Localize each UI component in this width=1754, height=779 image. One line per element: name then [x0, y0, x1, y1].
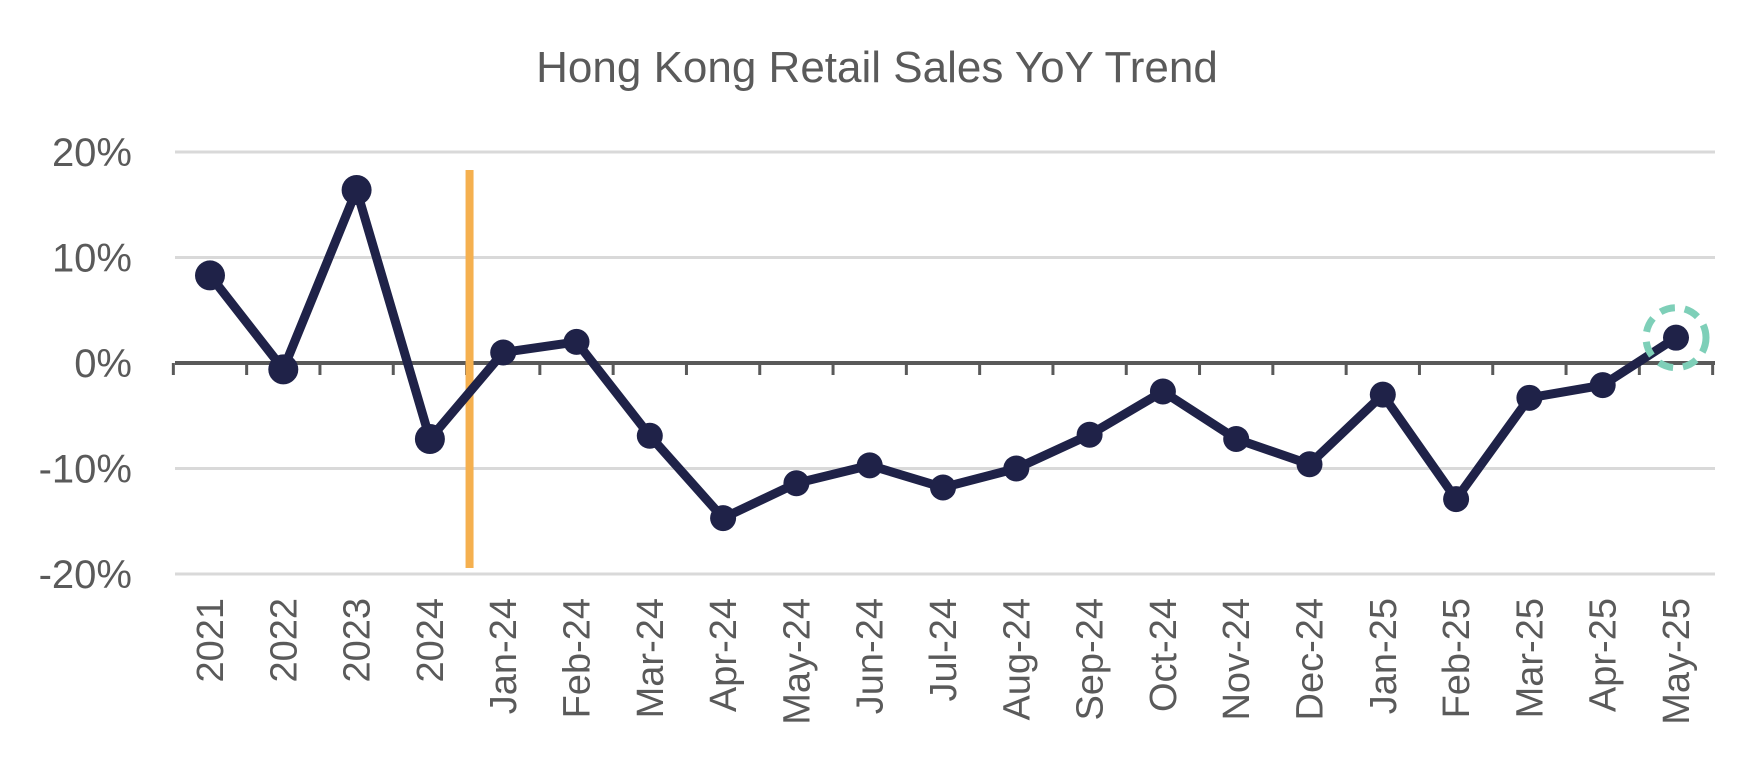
x-tick-label: Feb-25 [1436, 598, 1478, 718]
y-tick-label: 0% [74, 342, 132, 386]
y-tick-label: 10% [52, 237, 132, 281]
data-point [930, 474, 956, 501]
y-tick-label: -20% [39, 553, 132, 597]
data-point [1223, 425, 1250, 452]
data-point [1516, 384, 1543, 411]
data-point [1149, 378, 1176, 405]
x-tick-label: Feb-24 [557, 598, 599, 718]
data-point [1003, 455, 1030, 482]
x-tick-label: 2021 [190, 598, 232, 683]
x-tick-label: Jun-24 [850, 598, 892, 714]
data-point [1296, 451, 1323, 478]
x-tick-label: 2022 [263, 598, 305, 683]
x-tick-label: Apr-24 [703, 598, 745, 712]
data-point [1443, 486, 1470, 513]
y-axis-tick-labels: -20% -10% 0% 10% 20% [39, 131, 132, 597]
data-point [636, 422, 663, 449]
x-tick-label: Oct-24 [1143, 598, 1185, 712]
x-tick-label: May-24 [776, 598, 818, 725]
x-tick-label: 2023 [337, 598, 379, 683]
data-point [268, 354, 299, 385]
data-point [341, 174, 372, 205]
x-tick-label: Jan-24 [483, 598, 525, 714]
data-point [856, 452, 883, 479]
highlight-ring [1642, 304, 1710, 372]
x-tick-label: Dec-24 [1290, 598, 1332, 721]
data-point [783, 470, 810, 497]
data-points [195, 174, 1710, 532]
x-tick-label: 2024 [410, 598, 452, 683]
data-point [490, 339, 517, 366]
data-point [414, 423, 445, 454]
chart-title: Hong Kong Retail Sales YoY Trend [536, 43, 1218, 92]
x-tick-label: Nov-24 [1216, 598, 1258, 721]
data-point [195, 260, 225, 291]
x-axis-tick-labels: 2021 2022 2023 2024 Jan-24 Feb-24 Mar-24 Apr-24… [190, 598, 1698, 725]
y-tick-label: 20% [52, 131, 132, 175]
gridlines [175, 150, 1715, 576]
zero-axis [171, 361, 1715, 375]
x-tick-label: Apr-25 [1583, 598, 1625, 712]
x-tick-label: Jan-25 [1363, 598, 1405, 714]
data-point [1663, 324, 1689, 351]
y-tick-label: -10% [39, 448, 132, 492]
x-tick-label: May-25 [1656, 598, 1698, 725]
x-tick-label: Sep-24 [1070, 598, 1112, 721]
data-point [1076, 421, 1103, 448]
data-point [1589, 372, 1616, 399]
data-point [563, 328, 590, 355]
x-tick-label: Aug-24 [996, 598, 1038, 721]
x-tick-label: Mar-24 [630, 598, 672, 718]
data-point [710, 505, 737, 532]
data-point [1369, 381, 1396, 408]
x-tick-label: Mar-25 [1509, 598, 1551, 718]
x-tick-label: Jul-24 [923, 598, 965, 702]
